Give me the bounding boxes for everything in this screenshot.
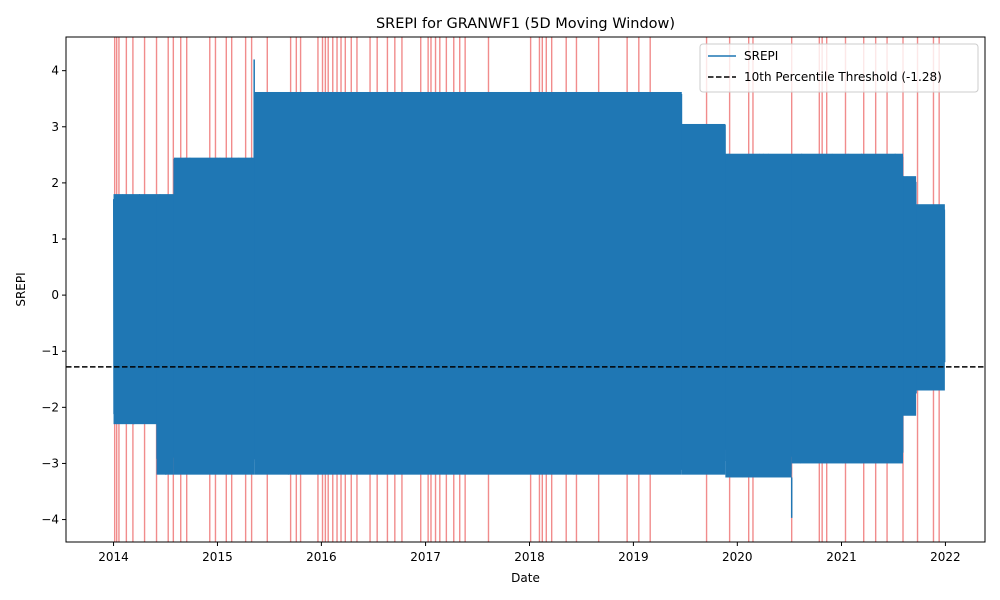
y-tick-label: −3 <box>41 456 59 470</box>
x-tick-label: 2016 <box>306 550 337 564</box>
srepi-envelope-band <box>113 194 157 425</box>
srepi-envelope-band <box>903 176 917 416</box>
y-tick-label: 2 <box>51 176 59 190</box>
srepi-envelope-band <box>173 157 255 475</box>
x-tick-label: 2017 <box>410 550 441 564</box>
x-axis: 2014 2015 2016 2017 2018 2019 2020 2021 2022 <box>98 542 961 564</box>
x-tick-label: 2020 <box>722 550 753 564</box>
y-tick-label: 1 <box>51 232 59 246</box>
y-axis-label: SREPI <box>14 272 28 306</box>
srepi-envelope-band <box>254 91 682 475</box>
srepi-envelope-band <box>791 153 904 464</box>
x-tick-label: 2019 <box>618 550 649 564</box>
srepi-envelope-band <box>725 153 792 478</box>
y-tick-label: −2 <box>41 400 59 414</box>
srepi-envelope-band <box>916 204 945 391</box>
chart-title: SREPI for GRANWF1 (5D Moving Window) <box>376 16 675 32</box>
srepi-series <box>113 59 946 518</box>
y-tick-label: −1 <box>41 344 59 358</box>
legend-frame <box>699 43 979 93</box>
x-tick-label: 2021 <box>826 550 857 564</box>
y-tick-label: 3 <box>51 120 59 134</box>
y-tick-label: 0 <box>51 288 59 302</box>
y-axis: −4 −3 −2 −1 0 1 2 3 4 <box>41 64 66 527</box>
y-tick-label: −4 <box>41 513 59 527</box>
legend: SREPI 10th Percentile Threshold (-1.28) <box>699 43 979 93</box>
x-tick-label: 2015 <box>202 550 233 564</box>
x-tick-label: 2014 <box>98 550 129 564</box>
x-axis-label: Date <box>511 571 540 585</box>
plot-frame <box>65 36 986 543</box>
x-tick-label: 2022 <box>930 550 961 564</box>
legend-label-srepi: SREPI <box>744 49 778 63</box>
y-tick-label: 4 <box>51 64 59 78</box>
x-tick-label: 2018 <box>514 550 545 564</box>
srepi-envelope-band <box>681 123 726 475</box>
srepi-envelope-band <box>156 194 174 475</box>
legend-label-threshold: 10th Percentile Threshold (-1.28) <box>744 70 942 84</box>
